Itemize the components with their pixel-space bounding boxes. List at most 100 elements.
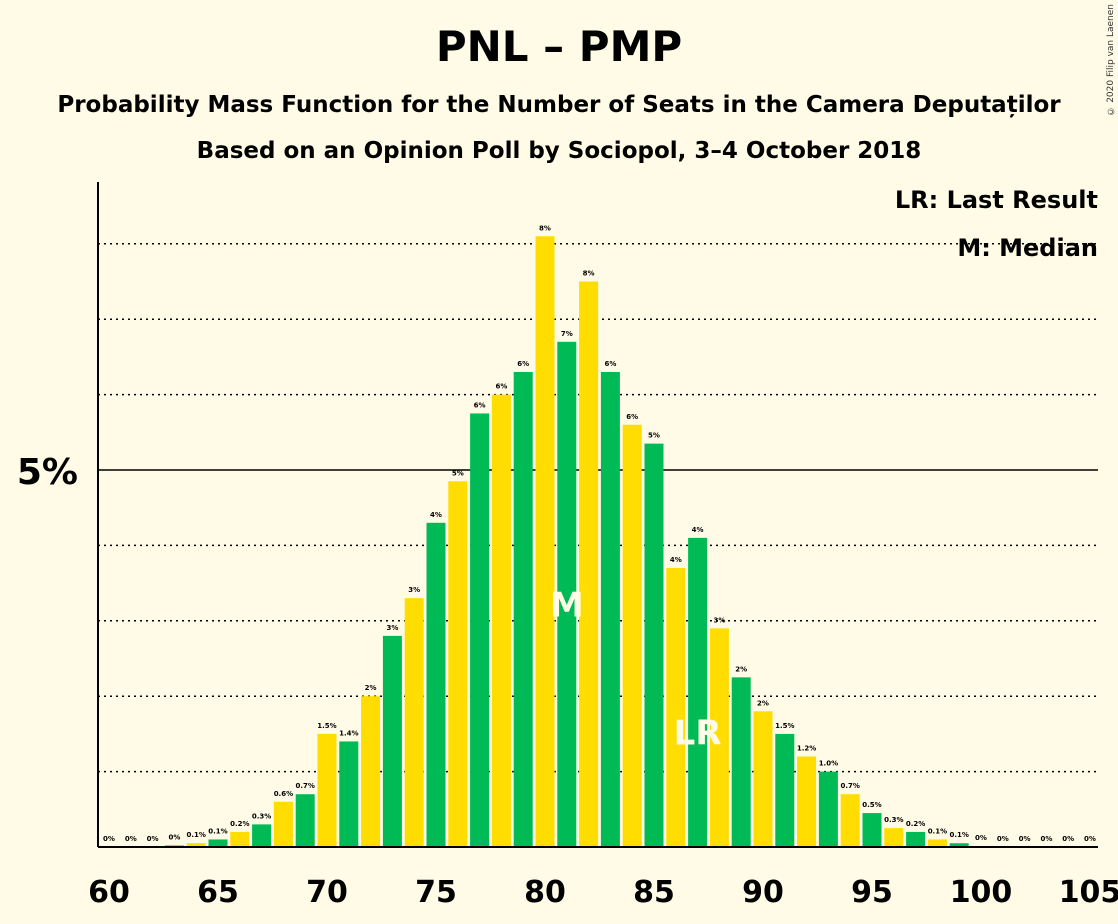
median-marker: M [550, 586, 584, 626]
bar-76 [448, 481, 468, 847]
bar-value-label-82: 8% [583, 270, 595, 278]
bar-72 [361, 696, 381, 847]
bar-value-label-72: 2% [365, 684, 377, 692]
legend-median: M: Median [957, 234, 1098, 262]
bar-value-label-88: 3% [713, 616, 725, 624]
last-result-marker: LR [674, 714, 722, 754]
bar-value-label-98: 0.1% [928, 827, 947, 835]
bar-value-label-70: 1.5% [317, 722, 336, 730]
bar-value-label-94: 0.7% [840, 782, 859, 790]
bar-value-label-95: 0.5% [862, 801, 881, 809]
bar-71 [339, 741, 359, 847]
bar-value-label-60: 0% [103, 835, 115, 843]
bar-value-label-83: 6% [604, 360, 616, 368]
bar-value-label-81: 7% [561, 330, 573, 338]
chart-source-line: Based on an Opinion Poll by Sociopol, 3–… [196, 138, 922, 164]
bar-93 [818, 771, 838, 847]
bar-87 [688, 537, 708, 847]
bar-value-label-102: 0% [1019, 835, 1031, 843]
bar-73 [382, 635, 402, 847]
bar-value-label-78: 6% [495, 383, 507, 391]
bar-value-label-69: 0.7% [295, 782, 314, 790]
bar-value-label-67: 0.3% [252, 812, 271, 820]
bar-91 [775, 733, 795, 847]
bar-value-label-68: 0.6% [274, 790, 293, 798]
bar-value-label-73: 3% [386, 624, 398, 632]
bar-78 [491, 394, 511, 847]
bar-value-label-90: 2% [757, 699, 769, 707]
bar-67 [252, 824, 272, 847]
bar-value-label-97: 0.2% [906, 820, 925, 828]
x-tick-label-70: 70 [306, 875, 348, 910]
bar-86 [666, 568, 686, 847]
bar-value-label-74: 3% [408, 586, 420, 594]
bar-97 [906, 831, 926, 847]
bar-value-label-89: 2% [735, 665, 747, 673]
bar-89 [731, 677, 751, 847]
bar-value-label-87: 4% [692, 526, 704, 534]
bar-value-label-62: 0% [147, 835, 159, 843]
bar-value-label-101: 0% [997, 835, 1009, 843]
bar-99 [949, 843, 969, 847]
bar-value-label-96: 0.3% [884, 816, 903, 824]
x-tick-label-65: 65 [197, 875, 239, 910]
bar-value-label-61: 0% [125, 835, 137, 843]
bar-88 [709, 628, 729, 847]
x-tick-label-95: 95 [851, 875, 893, 910]
bar-value-label-91: 1.5% [775, 722, 794, 730]
bar-66 [230, 831, 250, 847]
bar-value-label-103: 0% [1040, 835, 1052, 843]
bar-value-label-100: 0% [975, 834, 987, 842]
bar-98 [927, 839, 947, 847]
bar-64 [186, 843, 206, 847]
bar-value-label-79: 6% [517, 360, 529, 368]
x-tick-label-75: 75 [415, 875, 457, 910]
chart-subtitle: Probability Mass Function for the Number… [57, 92, 1061, 118]
bar-80 [535, 236, 555, 847]
bar-value-label-64: 0.1% [186, 831, 205, 839]
bar-value-label-65: 0.1% [208, 827, 227, 835]
bar-83 [600, 371, 620, 847]
x-tick-label-80: 80 [524, 875, 566, 910]
bar-82 [579, 281, 599, 847]
bar-81 [557, 341, 577, 847]
y-tick-label: 5% [17, 452, 78, 493]
chart-title: PNL – PMP [435, 22, 683, 71]
bar-value-label-84: 6% [626, 413, 638, 421]
bar-value-label-86: 4% [670, 556, 682, 564]
bar-68 [273, 801, 293, 847]
x-tick-label-105: 105 [1059, 875, 1118, 910]
x-tick-label-90: 90 [742, 875, 784, 910]
bar-70 [317, 733, 337, 847]
x-tick-label-100: 100 [950, 875, 1013, 910]
bar-95 [862, 813, 882, 847]
bar-69 [295, 794, 315, 847]
bar-value-label-75: 4% [430, 511, 442, 519]
x-tick-label-85: 85 [633, 875, 675, 910]
bar-96 [884, 828, 904, 847]
bar-77 [470, 413, 490, 847]
bar-value-label-85: 5% [648, 432, 660, 440]
bar-74 [404, 598, 424, 847]
bar-value-label-104: 0% [1062, 835, 1074, 843]
bar-value-label-105: 0% [1084, 835, 1096, 843]
bar-94 [840, 794, 860, 847]
bar-value-label-71: 1.4% [339, 729, 358, 737]
bar-value-label-77: 6% [474, 401, 486, 409]
legend-last-result: LR: Last Result [894, 186, 1098, 214]
bar-92 [797, 756, 817, 847]
bar-90 [753, 711, 773, 847]
bar-value-label-99: 0.1% [949, 831, 968, 839]
bar-value-label-80: 8% [539, 224, 551, 232]
bar-value-label-66: 0.2% [230, 820, 249, 828]
bar-value-label-93: 1.0% [819, 760, 838, 768]
bar-65 [208, 839, 228, 847]
bar-85 [644, 443, 664, 847]
bar-79 [513, 371, 533, 847]
bar-value-label-76: 5% [452, 469, 464, 477]
bar-value-label-92: 1.2% [797, 745, 816, 753]
bar-84 [622, 424, 642, 847]
bar-75 [426, 522, 446, 847]
x-tick-label-60: 60 [88, 875, 130, 910]
